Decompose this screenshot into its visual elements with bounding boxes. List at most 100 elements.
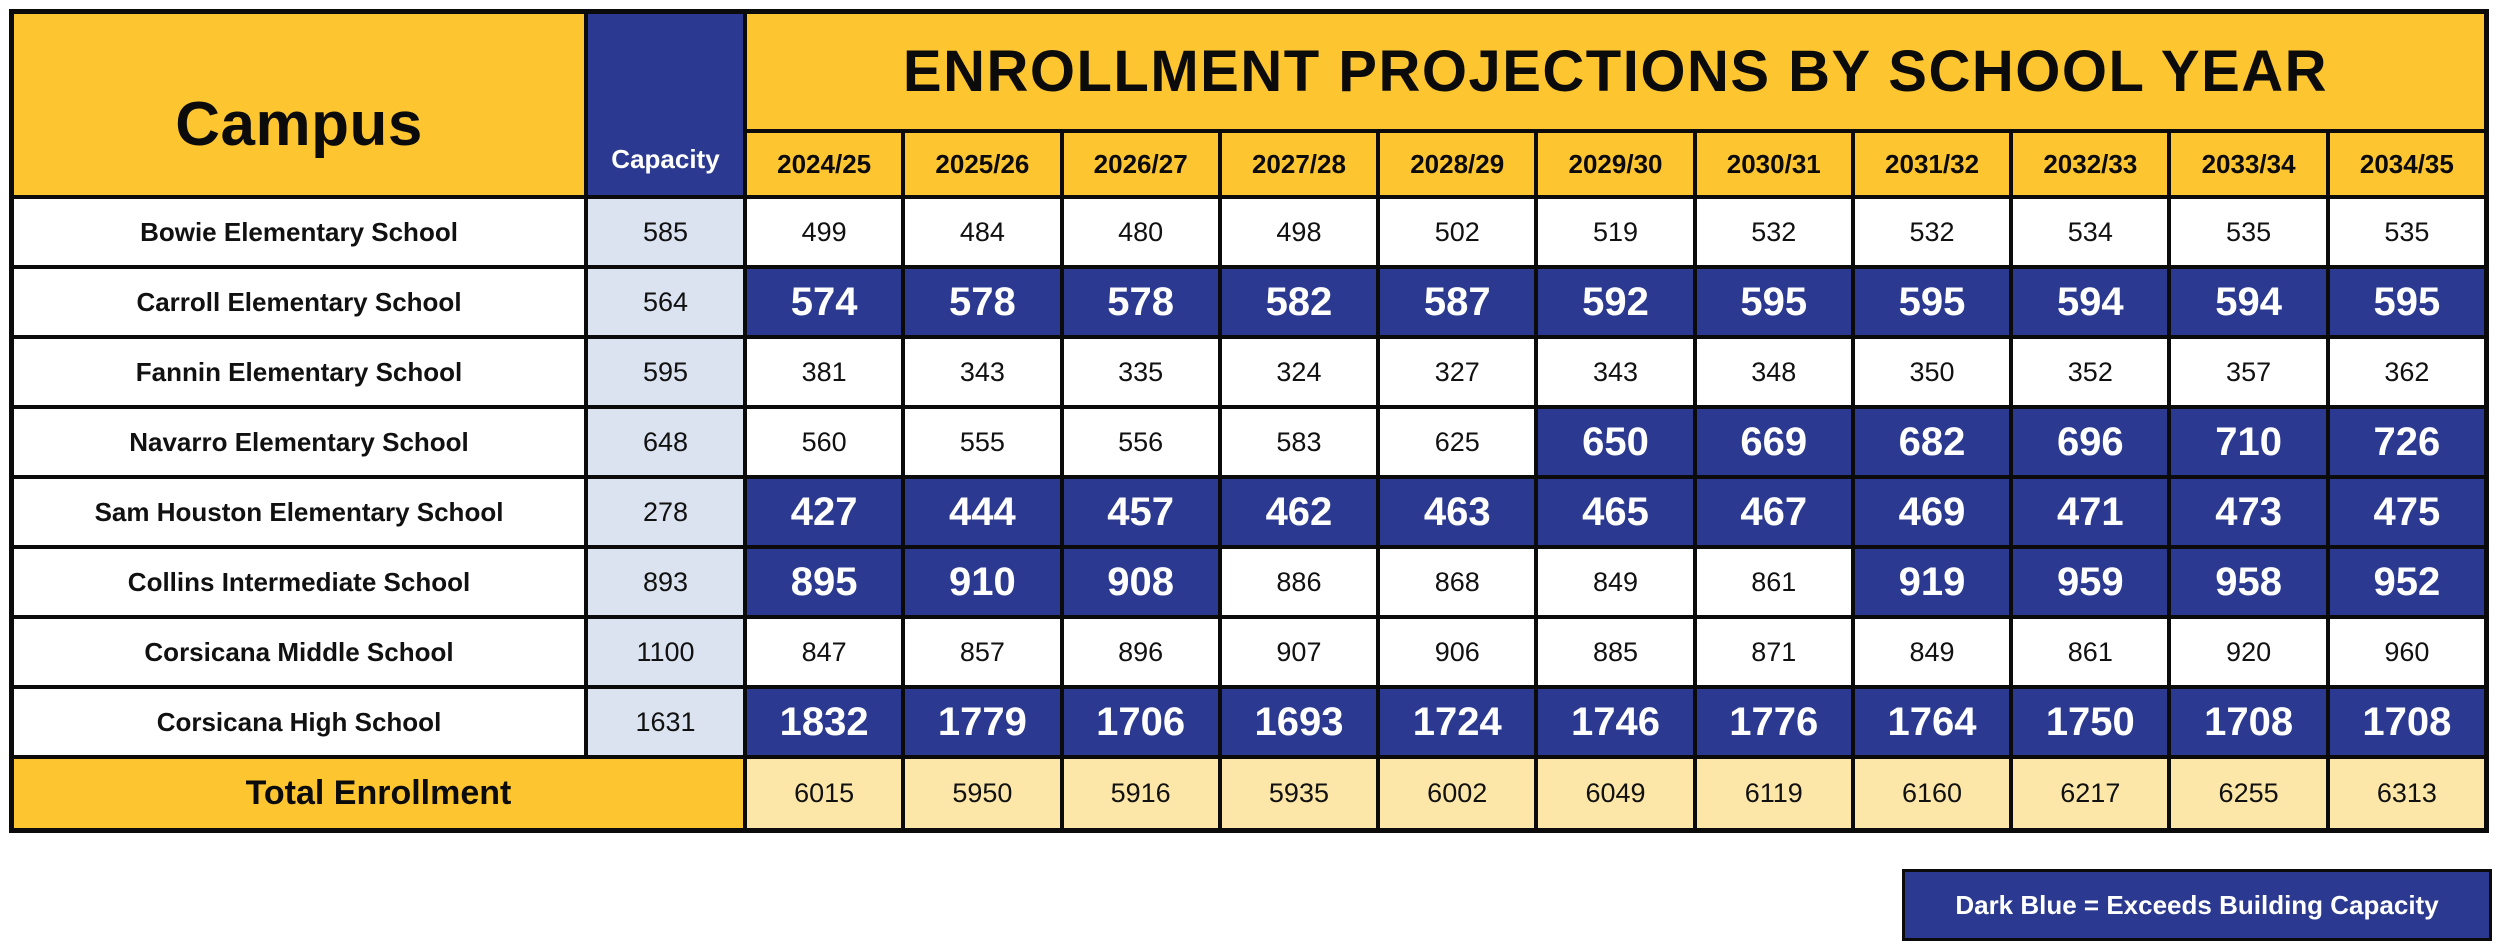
legend: Dark Blue = Exceeds Building Capacity [1902, 869, 2492, 941]
capacity-value: 893 [588, 549, 743, 615]
projection-cell-over-capacity: 908 [1063, 549, 1218, 615]
projection-cell-over-capacity: 475 [2329, 479, 2484, 545]
projection-cell: 499 [747, 199, 902, 265]
projection-cell: 886 [1221, 549, 1377, 615]
projection-cell: 519 [1538, 199, 1693, 265]
campus-name: Navarro Elementary School [14, 409, 584, 475]
campus-header: Campus [14, 14, 584, 195]
total-enrollment-value: 5935 [1221, 759, 1377, 828]
campus-name: Carroll Elementary School [14, 269, 584, 335]
projection-cell-over-capacity: 919 [1854, 549, 2010, 615]
projection-cell-over-capacity: 1776 [1696, 689, 1851, 755]
projection-cell-over-capacity: 895 [747, 549, 902, 615]
projection-cell: 625 [1380, 409, 1535, 475]
projection-cell: 857 [905, 619, 1060, 685]
projection-cell-over-capacity: 696 [2013, 409, 2168, 475]
projection-cell: 498 [1221, 199, 1377, 265]
year-header: 2029/30 [1538, 133, 1693, 195]
total-enrollment-value: 5916 [1063, 759, 1218, 828]
projection-cell: 532 [1854, 199, 2010, 265]
total-enrollment-value: 6015 [747, 759, 902, 828]
capacity-value: 585 [588, 199, 743, 265]
projection-cell-over-capacity: 1764 [1854, 689, 2010, 755]
enrollment-table: Campus Capacity ENROLLMENT PROJECTIONS B… [9, 9, 2489, 833]
projection-cell-over-capacity: 1724 [1380, 689, 1535, 755]
projection-cell-over-capacity: 473 [2171, 479, 2326, 545]
projection-cell: 960 [2329, 619, 2484, 685]
projection-cell: 920 [2171, 619, 2326, 685]
capacity-value: 595 [588, 339, 743, 405]
projection-cell: 871 [1696, 619, 1851, 685]
year-header: 2032/33 [2013, 133, 2168, 195]
projection-cell-over-capacity: 952 [2329, 549, 2484, 615]
projection-cell: 906 [1380, 619, 1535, 685]
projection-cell-over-capacity: 582 [1221, 269, 1377, 335]
projection-cell: 534 [2013, 199, 2168, 265]
projection-cell-over-capacity: 457 [1063, 479, 1218, 545]
year-header: 2027/28 [1221, 133, 1377, 195]
campus-name: Bowie Elementary School [14, 199, 584, 265]
projection-cell: 362 [2329, 339, 2484, 405]
year-header: 2024/25 [747, 133, 902, 195]
year-header: 2028/29 [1380, 133, 1535, 195]
projection-cell-over-capacity: 726 [2329, 409, 2484, 475]
projection-cell-over-capacity: 1746 [1538, 689, 1693, 755]
capacity-value: 564 [588, 269, 743, 335]
projection-cell-over-capacity: 958 [2171, 549, 2326, 615]
projection-cell-over-capacity: 578 [1063, 269, 1218, 335]
projection-cell: 560 [747, 409, 902, 475]
projection-cell: 885 [1538, 619, 1693, 685]
projection-cell-over-capacity: 1708 [2171, 689, 2326, 755]
projection-cell: 352 [2013, 339, 2168, 405]
year-header: 2034/35 [2329, 133, 2484, 195]
year-header: 2026/27 [1063, 133, 1218, 195]
projection-cell: 350 [1854, 339, 2010, 405]
projection-cell-over-capacity: 462 [1221, 479, 1377, 545]
total-enrollment-value: 6002 [1380, 759, 1535, 828]
campus-name: Collins Intermediate School [14, 549, 584, 615]
projection-cell: 480 [1063, 199, 1218, 265]
projection-cell-over-capacity: 465 [1538, 479, 1693, 545]
projection-cell: 343 [1538, 339, 1693, 405]
projection-cell: 357 [2171, 339, 2326, 405]
campus-name: Fannin Elementary School [14, 339, 584, 405]
capacity-value: 1631 [588, 689, 743, 755]
projection-cell: 324 [1221, 339, 1377, 405]
projection-cell-over-capacity: 1708 [2329, 689, 2484, 755]
projection-cell-over-capacity: 595 [1696, 269, 1851, 335]
projection-cell-over-capacity: 910 [905, 549, 1060, 615]
total-enrollment-value: 6049 [1538, 759, 1693, 828]
projection-cell-over-capacity: 650 [1538, 409, 1693, 475]
projection-cell-over-capacity: 427 [747, 479, 902, 545]
total-enrollment-value: 6217 [2013, 759, 2168, 828]
projection-cell-over-capacity: 595 [2329, 269, 2484, 335]
capacity-header: Capacity [588, 14, 743, 195]
capacity-value: 648 [588, 409, 743, 475]
projection-cell-over-capacity: 1779 [905, 689, 1060, 755]
projection-cell: 847 [747, 619, 902, 685]
campus-name: Corsicana Middle School [14, 619, 584, 685]
projection-cell: 327 [1380, 339, 1535, 405]
projection-cell-over-capacity: 1706 [1063, 689, 1218, 755]
projection-cell-over-capacity: 463 [1380, 479, 1535, 545]
projection-cell: 861 [2013, 619, 2168, 685]
projection-cell-over-capacity: 1750 [2013, 689, 2168, 755]
year-header: 2025/26 [905, 133, 1060, 195]
projection-cell: 555 [905, 409, 1060, 475]
year-header: 2033/34 [2171, 133, 2326, 195]
projection-cell: 907 [1221, 619, 1377, 685]
projection-cell: 861 [1696, 549, 1851, 615]
projection-cell: 556 [1063, 409, 1218, 475]
projection-cell: 535 [2329, 199, 2484, 265]
projection-cell-over-capacity: 587 [1380, 269, 1535, 335]
projection-cell: 535 [2171, 199, 2326, 265]
year-header: 2030/31 [1696, 133, 1851, 195]
projection-cell: 896 [1063, 619, 1218, 685]
total-enrollment-value: 6255 [2171, 759, 2326, 828]
projection-cell-over-capacity: 594 [2013, 269, 2168, 335]
projection-cell: 348 [1696, 339, 1851, 405]
projection-cell-over-capacity: 669 [1696, 409, 1851, 475]
projection-cell: 381 [747, 339, 902, 405]
year-header: 2031/32 [1854, 133, 2010, 195]
projection-cell: 868 [1380, 549, 1535, 615]
